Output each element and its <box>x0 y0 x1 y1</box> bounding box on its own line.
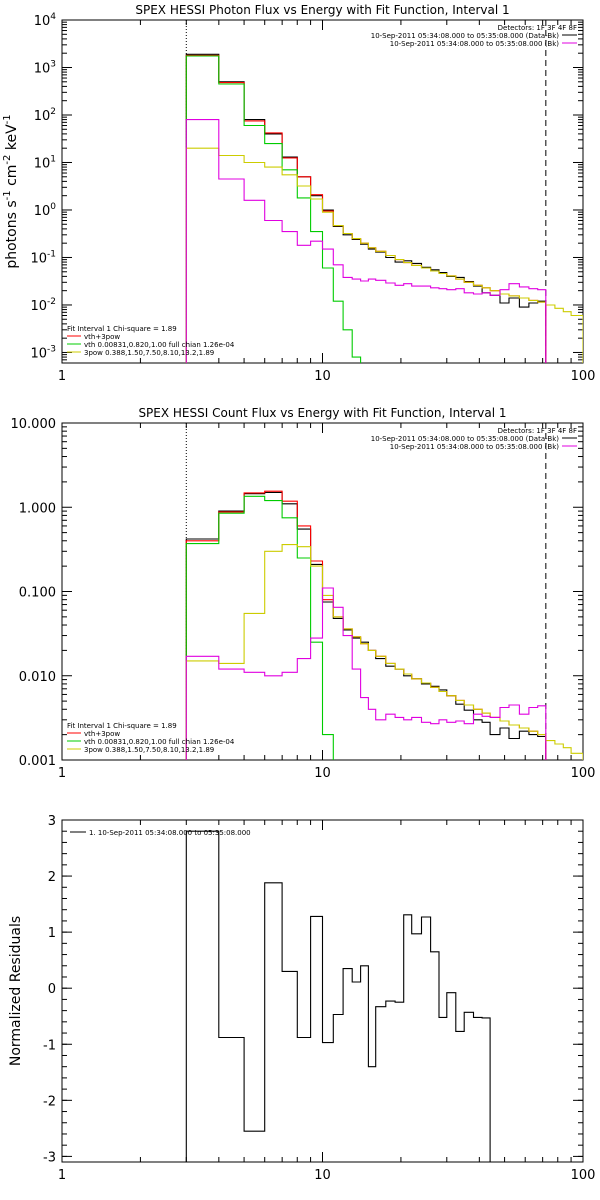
y-tick-label: 10-1 <box>30 249 56 266</box>
series-group <box>185 490 583 760</box>
chart-title: SPEX HESSI Count Flux vs Energy with Fit… <box>138 406 506 420</box>
x-tick-label: 1 <box>58 369 66 384</box>
chart-panel-2: SPEX HESSI Count Flux vs Energy with Fit… <box>11 406 596 781</box>
x-tick-label: 100 <box>571 1168 596 1183</box>
y-tick-label-exp: 2 <box>50 107 56 117</box>
y-tick-label: 10-3 <box>30 344 56 361</box>
y-tick-label-exp: 0 <box>50 202 56 212</box>
legend-entry: 10-Sep-2011 05:34:08.000 to 05:35:08.000… <box>371 435 560 443</box>
y-tick-label: -2 <box>43 1094 56 1109</box>
y-tick-label-exp: 4 <box>50 12 56 22</box>
x-tick-label: 10 <box>314 369 331 384</box>
legend-entry: vth 0.00831,0.820,1.00 full chian 1.26e-… <box>84 341 235 349</box>
y-tick-label-base: 10 <box>34 156 51 171</box>
y-tick-label-base: 10 <box>34 109 51 124</box>
series-line-vth <box>185 495 334 760</box>
y-tick-label: 103 <box>34 59 56 76</box>
series-line-data-bk <box>185 53 547 363</box>
series-group <box>185 53 583 363</box>
series-line-bk <box>185 587 547 760</box>
legend-entry: 3pow 0.388,1.50,7.50,8.10,13.2,1.89 <box>84 746 214 754</box>
series-group <box>185 830 491 1162</box>
y-tick-label-base: 10 <box>34 204 51 219</box>
y-tick-label-exp: -2 <box>47 297 56 307</box>
legend-detectors: Detectors: 1F 3F 4F 8F <box>498 24 577 32</box>
legend-entry: 3pow 0.388,1.50,7.50,8.10,13.2,1.89 <box>84 349 214 357</box>
legend-entry: vth 0.00831,0.820,1.00 full chian 1.26e-… <box>84 738 235 746</box>
chart-title: SPEX HESSI Photon Flux vs Energy with Fi… <box>135 3 509 17</box>
series-line-1-10-sep-2011-05-34-08-000-to-05-35-08-000 <box>185 830 491 1162</box>
series-line-bk <box>185 119 547 363</box>
legend-entry: vth+3pow <box>84 730 120 738</box>
y-axis-label: photons s-1 cm-2 keV-1 <box>2 114 20 268</box>
y-tick-label: 0.001 <box>19 754 56 769</box>
y-tick-label-exp: 3 <box>50 59 56 69</box>
legend-entry: vth+3pow <box>84 333 120 341</box>
y-tick-label: 2 <box>48 870 56 885</box>
x-tick-label: 10 <box>314 766 331 781</box>
y-tick-label: 1.000 <box>19 501 56 516</box>
y-tick-label: 104 <box>34 12 57 29</box>
y-axis-label: Normalized Residuals <box>8 916 24 1066</box>
series-line-data-bk <box>185 491 547 760</box>
y-tick-label: 1 <box>48 926 56 941</box>
y-tick-label: 10-2 <box>30 297 56 314</box>
series-line-vth <box>185 55 362 363</box>
y-tick-label-base: 10 <box>34 14 51 29</box>
legend-entry: 10-Sep-2011 05:34:08.000 to 05:35:08.000… <box>390 40 560 48</box>
y-tick-label: 10.000 <box>11 417 57 432</box>
series-line-3pow <box>185 147 583 363</box>
y-axis-label-unit: photons s <box>4 200 20 268</box>
plot-frame <box>61 19 584 364</box>
y-tick-label: 102 <box>34 107 56 124</box>
series-line-vth-3pow <box>185 54 547 363</box>
series-line-3pow <box>185 544 583 760</box>
y-tick-label-base: 10 <box>30 346 47 361</box>
legend-fit-title: Fit Interval 1 Chi-square = 1.89 <box>67 722 177 730</box>
x-tick-label: 100 <box>571 369 596 384</box>
y-tick-label: 101 <box>34 154 56 171</box>
x-tick-label: 100 <box>571 766 596 781</box>
series-line-vth-3pow <box>185 490 547 760</box>
y-axis-label-exponent: -2 <box>2 155 13 165</box>
y-tick-label: -3 <box>43 1150 56 1165</box>
y-tick-label-base: 10 <box>30 299 47 314</box>
y-tick-label-exp: -1 <box>47 249 56 259</box>
legend-detectors: Detectors: 1F 3F 4F 8F <box>498 427 577 435</box>
y-tick-label-base: 10 <box>34 61 51 76</box>
y-tick-label: 100 <box>34 202 57 219</box>
x-tick-label: 1 <box>58 766 66 781</box>
y-tick-label-base: 10 <box>30 251 47 266</box>
chart-panel-1: SPEX HESSI Photon Flux vs Energy with Fi… <box>2 3 596 384</box>
legend-fit-title: Fit Interval 1 Chi-square = 1.89 <box>67 325 177 333</box>
y-axis-label-exponent: -1 <box>2 114 13 124</box>
x-tick-label: 1 <box>58 1168 66 1183</box>
y-axis-label-unit: keV <box>4 124 20 155</box>
legend-entry: 10-Sep-2011 05:34:08.000 to 05:35:08.000… <box>390 443 560 451</box>
y-axis-label-unit: cm <box>4 165 20 191</box>
chart-panel-3: 1 10 100 -3 -2 -1 0 1 2 3 Normalized Residuals 1. 1… <box>8 814 595 1183</box>
y-tick-label: -1 <box>43 1038 56 1053</box>
y-tick-label: 0 <box>48 982 56 997</box>
y-tick-label-exp: 1 <box>50 154 56 164</box>
legend-entry: 10-Sep-2011 05:34:08.000 to 05:35:08.000… <box>371 32 560 40</box>
y-tick-label-exp: -3 <box>47 344 56 354</box>
y-tick-label: 3 <box>48 814 56 829</box>
y-tick-label: 0.010 <box>19 670 56 685</box>
legend-entry: 1. 10-Sep-2011 05:34:08.000 to 05:35:08.… <box>89 829 251 837</box>
x-tick-label: 10 <box>314 1168 331 1183</box>
y-tick-label: 0.100 <box>19 586 56 601</box>
y-axis-label-exponent: -1 <box>2 190 13 200</box>
